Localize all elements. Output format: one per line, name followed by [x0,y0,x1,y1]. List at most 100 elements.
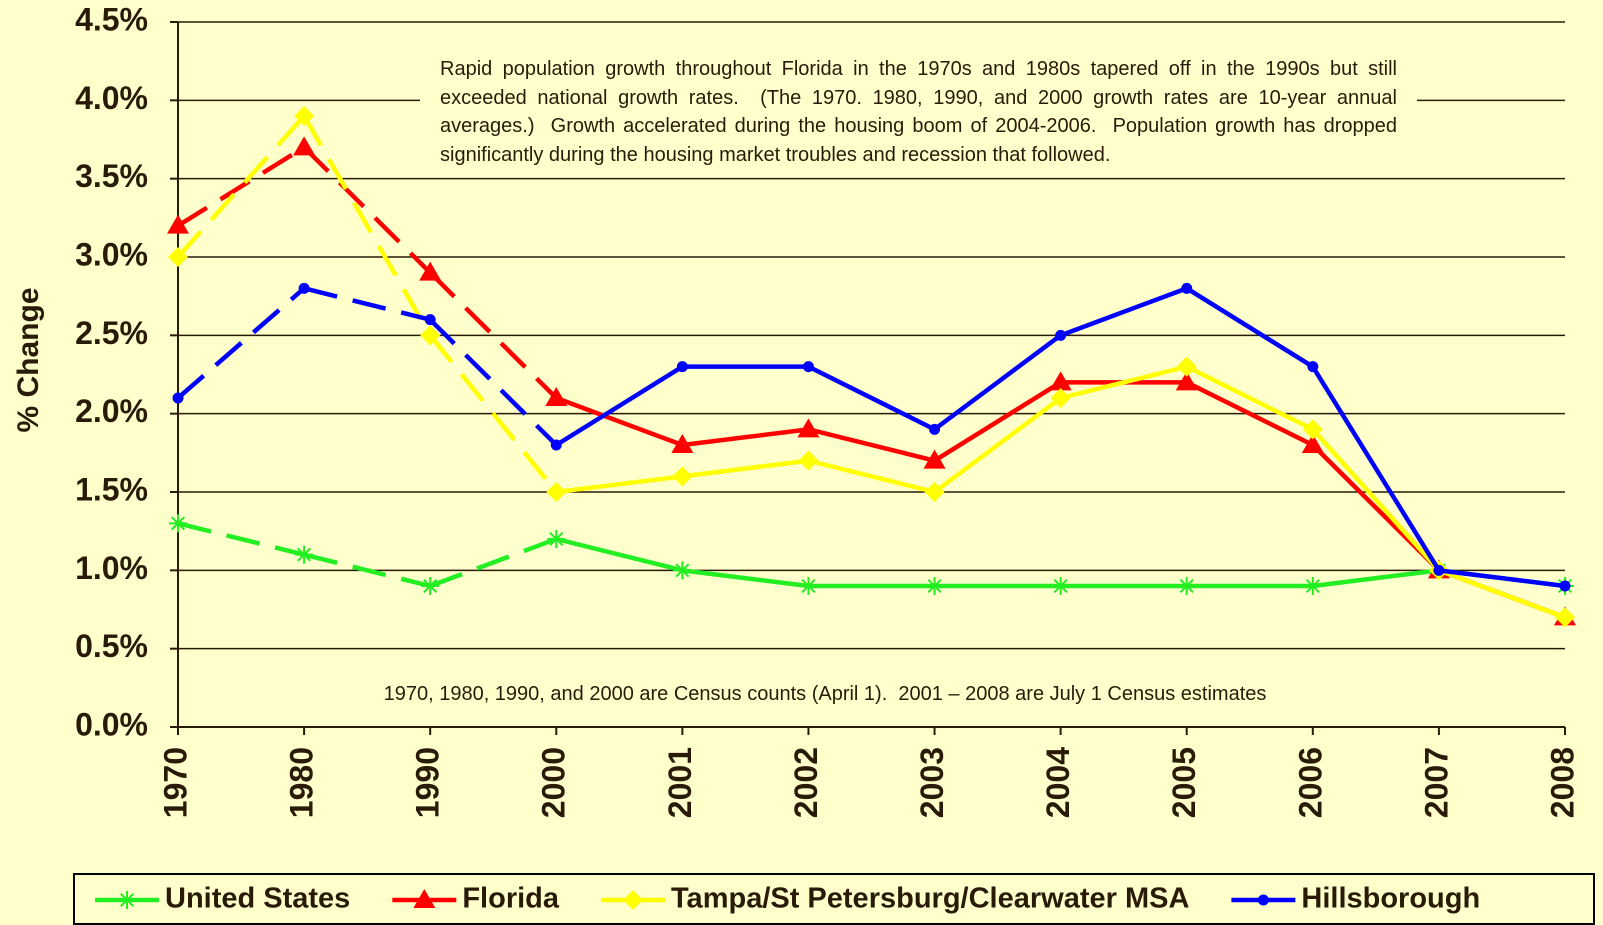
legend-marker [413,889,436,908]
line-segment [933,333,1062,432]
x-tick-label: 1970 [157,747,193,818]
y-tick-label: 0.5% [75,628,148,664]
line-segment [1311,427,1441,572]
series [169,514,1574,595]
line-segment [1312,568,1440,589]
marker [1177,577,1196,595]
line-segment [555,474,683,495]
marker [1175,371,1198,391]
y-tick-label: 2.5% [75,315,148,351]
line-segment [429,536,558,589]
marker [421,577,440,595]
line-segment [1185,286,1315,369]
line-segment [428,333,559,494]
x-tick-label: 2001 [662,747,698,818]
legend-label: Hillsborough [1301,883,1480,915]
marker [1559,580,1571,592]
marker [676,361,688,373]
marker [298,282,310,294]
line-segment [933,396,1062,494]
line-segment [807,458,936,495]
marker [547,530,566,548]
legend-marker [623,890,643,910]
series [168,106,1575,628]
x-tick-label: 2003 [914,747,950,818]
marker [169,514,187,533]
line-segment [1185,380,1314,448]
line-segment [682,427,809,448]
x-tick-label: 2002 [788,747,824,818]
marker [798,450,819,471]
marker [671,434,694,453]
line-segment [682,458,809,479]
series [167,136,1576,626]
marker [1307,361,1319,373]
marker [545,387,568,406]
legend-box [73,873,1595,925]
line-segment [807,364,936,432]
legend-label: United States [165,883,350,915]
marker [929,423,941,435]
marker [797,418,820,438]
y-tick-label: 1.0% [75,550,148,586]
marker [1050,388,1071,408]
marker [550,439,562,451]
marker [1302,419,1323,440]
line-segment [555,364,684,447]
line-segment [682,568,809,589]
marker [1301,434,1324,453]
marker [420,325,441,346]
line-segment [1438,568,1566,589]
marker [172,392,184,404]
line-segment [1059,286,1188,338]
x-tick-label: 2005 [1166,747,1202,818]
y-tick-label: 3.0% [75,236,148,272]
y-tick-label: 3.5% [75,158,148,194]
line-segment [1185,364,1314,432]
y-tick-label: 1.5% [75,471,148,507]
marker [168,247,188,267]
marker [923,449,946,469]
line-segment [176,114,306,259]
marker [1303,577,1322,595]
y-tick-label: 2.0% [75,393,148,429]
line-segment [302,114,433,337]
line-segment [303,286,431,322]
marker [419,261,442,281]
line-segment [176,145,306,228]
y-tick-label: 0.0% [75,706,148,742]
legend-marker [1257,894,1269,906]
line-segment [1310,365,1441,572]
legend-label: Tampa/St Petersburg/Clearwater MSA [671,883,1189,915]
line-segment [302,145,432,275]
marker [294,106,315,126]
marker [802,361,814,373]
marker [1049,371,1072,391]
marker [1176,356,1197,377]
line-segment [807,427,936,463]
marker [1055,329,1067,341]
annotation: Rapid population growth throughout Flori… [420,55,1417,169]
line-segment [555,536,683,573]
marker [799,577,818,595]
x-tick-label: 2006 [1292,747,1328,818]
x-tick-label: 2000 [536,747,572,818]
y-tick-label: 4.0% [75,80,148,116]
line-segment [177,521,305,557]
legend-marker [118,891,136,909]
line-segment [428,318,558,447]
line-segment [1060,364,1188,401]
line-segment [176,286,306,400]
x-tick-label: 1980 [284,747,320,818]
marker [167,214,189,234]
x-tick-label: 2008 [1544,747,1580,818]
line-segment [1438,568,1566,620]
series [172,282,1571,592]
line-segment [933,380,1062,463]
x-tick-label: 1990 [410,747,446,818]
marker [295,545,314,564]
marker [1051,577,1070,595]
x-tick-label: 2004 [1040,747,1076,818]
